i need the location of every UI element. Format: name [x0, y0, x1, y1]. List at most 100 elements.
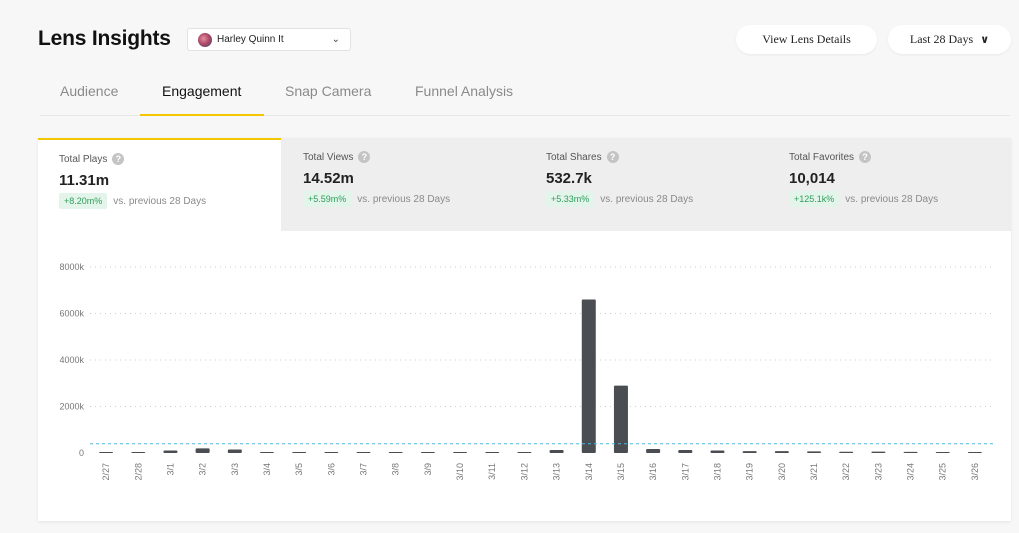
- bar-3/7[interactable]: [356, 451, 371, 453]
- bar-3/25[interactable]: [935, 452, 950, 453]
- x-tick-label: 3/16: [648, 463, 658, 481]
- x-tick-label: 3/8: [391, 463, 401, 476]
- bar-3/4[interactable]: [259, 452, 274, 453]
- change-badge: +8.20m%: [59, 193, 108, 209]
- x-tick-label: 2/28: [133, 463, 143, 481]
- change-badge: +5.59m%: [303, 191, 352, 207]
- bar-3/26[interactable]: [967, 451, 982, 453]
- bar-3/12[interactable]: [517, 452, 532, 453]
- bar-2/27[interactable]: [99, 452, 114, 453]
- bar-3/14[interactable]: [581, 299, 596, 453]
- bar-3/23[interactable]: [871, 451, 886, 453]
- tab-audience[interactable]: Audience: [60, 83, 119, 99]
- bar-3/15[interactable]: [613, 385, 628, 453]
- x-tick-label: 3/24: [906, 463, 916, 481]
- lens-select-value: Harley Quinn It: [217, 34, 284, 45]
- page-header: Lens Insights Harley Quinn It ⌄ View Len…: [0, 0, 1019, 80]
- x-tick-label: 3/10: [455, 463, 465, 481]
- metric-total-favorites[interactable]: Total Favorites ? 10,014 +125.1k% vs. pr…: [768, 138, 1011, 231]
- comparison-text: vs. previous 28 Days: [600, 193, 694, 205]
- x-tick-label: 3/6: [326, 463, 336, 476]
- y-tick-label: 6000k: [59, 309, 84, 319]
- metric-value: 10,014: [789, 170, 835, 187]
- metric-label: Total Shares: [546, 151, 602, 163]
- bar-3/5[interactable]: [292, 452, 307, 453]
- y-tick-label: 8000k: [59, 262, 84, 272]
- x-tick-label: 3/11: [487, 463, 497, 480]
- tab-snap-camera[interactable]: Snap Camera: [285, 83, 372, 99]
- bar-3/9[interactable]: [420, 452, 435, 453]
- view-lens-details-button[interactable]: View Lens Details: [736, 25, 877, 54]
- x-tick-label: 3/7: [359, 463, 369, 476]
- tab-bar: Audience Engagement Snap Camera Funnel A…: [40, 70, 1010, 116]
- bar-3/1[interactable]: [163, 450, 178, 453]
- metric-total-shares[interactable]: Total Shares ? 532.7k +5.33m% vs. previo…: [525, 138, 768, 231]
- x-tick-label: 3/23: [873, 463, 883, 481]
- comparison-text: vs. previous 28 Days: [357, 193, 451, 205]
- date-range-label: Last 28 Days: [909, 32, 974, 46]
- info-icon[interactable]: ?: [859, 151, 872, 163]
- bar-3/21[interactable]: [807, 451, 822, 453]
- chevron-down-icon: ∨: [980, 33, 990, 46]
- bar-3/18[interactable]: [710, 450, 725, 453]
- metric-label: Total Favorites: [789, 151, 855, 163]
- x-tick-label: 3/12: [519, 463, 529, 481]
- bar-3/3[interactable]: [227, 449, 242, 453]
- metric-value: 11.31m: [59, 172, 110, 189]
- bar-3/6[interactable]: [324, 452, 339, 453]
- x-tick-label: 3/9: [423, 463, 433, 476]
- metric-total-plays[interactable]: Total Plays ? 11.31m +8.20m% vs. previou…: [38, 138, 281, 231]
- tab-engagement[interactable]: Engagement: [162, 83, 242, 99]
- comparison-text: vs. previous 28 Days: [845, 193, 939, 205]
- chart-svg: 0 2000k 4000k 6000k 8000k 2/27 2/28 3/1 3/2 3/3 3/…: [59, 262, 993, 481]
- plays-bar-chart: 0 2000k 4000k 6000k 8000k 2/27 2/28 3/1 3/2 3/3 3/…: [38, 231, 1011, 521]
- chevron-down-icon: ⌄: [331, 34, 340, 45]
- bar-3/8[interactable]: [388, 452, 403, 453]
- y-tick-label: 4000k: [59, 355, 84, 365]
- x-tick-label: 3/4: [262, 463, 272, 476]
- x-tick-label: 2/27: [101, 463, 111, 481]
- bar-3/2[interactable]: [195, 448, 210, 453]
- x-tick-label: 3/15: [616, 463, 626, 481]
- lens-avatar: [198, 32, 212, 47]
- bar-3/22[interactable]: [839, 451, 854, 453]
- bar-2/28[interactable]: [131, 452, 146, 453]
- bar-3/11[interactable]: [485, 452, 500, 453]
- active-tab-indicator: [140, 114, 264, 116]
- x-tick-label: 3/17: [680, 463, 690, 481]
- info-icon[interactable]: ?: [606, 151, 619, 163]
- bar-3/17[interactable]: [678, 449, 693, 453]
- x-tick-label: 3/3: [230, 463, 240, 476]
- comparison-text: vs. previous 28 Days: [113, 195, 207, 207]
- x-tick-label: 3/25: [938, 463, 948, 481]
- x-tick-label: 3/19: [745, 463, 755, 481]
- insights-card: Total Plays ? 11.31m +8.20m% vs. previou…: [38, 138, 1011, 521]
- bar-3/10[interactable]: [453, 452, 468, 453]
- x-tick-label: 3/26: [970, 463, 980, 481]
- y-tick-label: 0: [79, 448, 84, 458]
- metric-label: Total Plays: [59, 153, 108, 165]
- metric-total-views[interactable]: Total Views ? 14.52m +5.59m% vs. previou…: [282, 138, 525, 231]
- bar-3/13[interactable]: [549, 449, 564, 453]
- info-icon[interactable]: ?: [112, 153, 125, 165]
- info-icon[interactable]: ?: [358, 151, 371, 163]
- x-tick-label: 3/13: [552, 463, 562, 481]
- x-tick-label: 3/1: [165, 463, 175, 476]
- bar-3/16[interactable]: [646, 449, 661, 453]
- x-tick-label: 3/21: [809, 463, 819, 481]
- metric-value: 14.52m: [303, 170, 354, 187]
- bar-3/20[interactable]: [774, 451, 789, 453]
- bar-3/24[interactable]: [903, 451, 918, 453]
- x-tick-label: 3/20: [777, 463, 787, 481]
- date-range-button[interactable]: Last 28 Days ∨: [888, 25, 1011, 54]
- metric-tabs: Total Plays ? 11.31m +8.20m% vs. previou…: [38, 138, 1011, 231]
- change-badge: +5.33m%: [546, 191, 595, 207]
- bar-3/19[interactable]: [742, 451, 757, 453]
- x-tick-label: 3/18: [712, 463, 722, 481]
- tab-funnel-analysis[interactable]: Funnel Analysis: [415, 83, 514, 99]
- metric-value: 532.7k: [546, 170, 592, 187]
- x-tick-label: 3/22: [841, 463, 851, 481]
- change-badge: +125.1k%: [789, 191, 840, 207]
- lens-select[interactable]: Harley Quinn It ⌄: [187, 28, 351, 51]
- x-tick-label: 3/2: [198, 463, 208, 476]
